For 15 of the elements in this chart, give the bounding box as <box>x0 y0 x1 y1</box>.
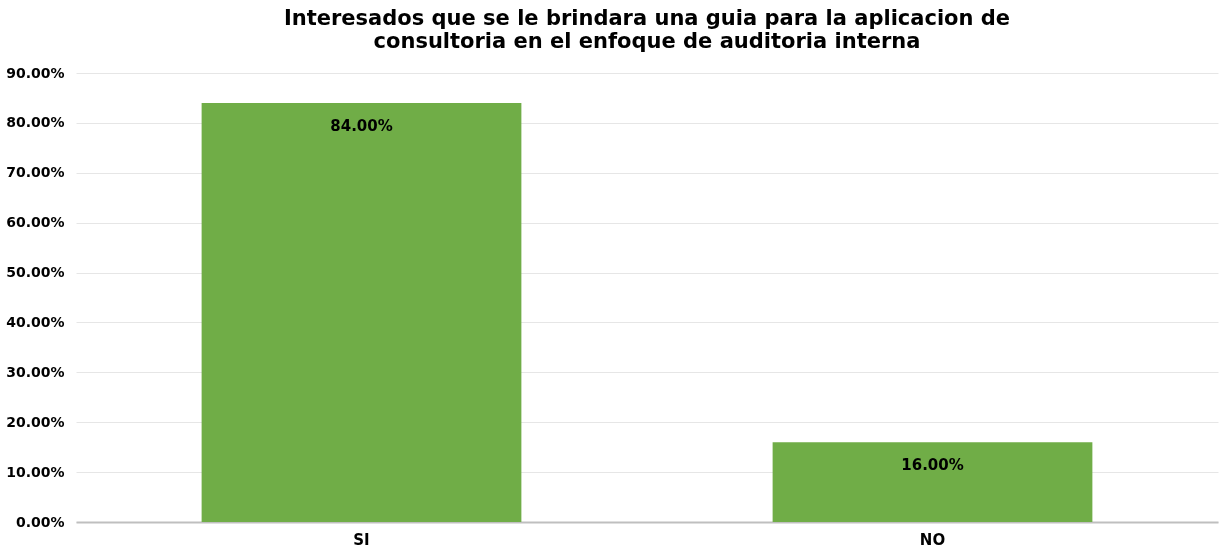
y-tick-label: 50.00% <box>6 264 65 281</box>
x-tick-label: SI <box>353 530 370 549</box>
y-tick-label: 40.00% <box>6 313 65 330</box>
y-tick-label: 60.00% <box>6 214 65 231</box>
y-tick-label: 20.00% <box>6 413 65 430</box>
y-tick-label: 10.00% <box>6 463 65 480</box>
y-tick-label: 90.00% <box>6 64 65 81</box>
y-tick-label: 30.00% <box>6 363 65 380</box>
data-label: 84.00% <box>330 116 393 135</box>
y-tick-label: 0.00% <box>15 513 65 530</box>
x-tick-label: NO <box>919 530 946 549</box>
chart-title: Interesados que se le brindara una guia para la aplicacion de consultoria en el enfoque de auditoria interna <box>283 6 1011 53</box>
data-label: 16.00% <box>901 456 964 475</box>
y-tick-label: 80.00% <box>6 114 65 131</box>
y-tick-label: 70.00% <box>6 164 65 181</box>
